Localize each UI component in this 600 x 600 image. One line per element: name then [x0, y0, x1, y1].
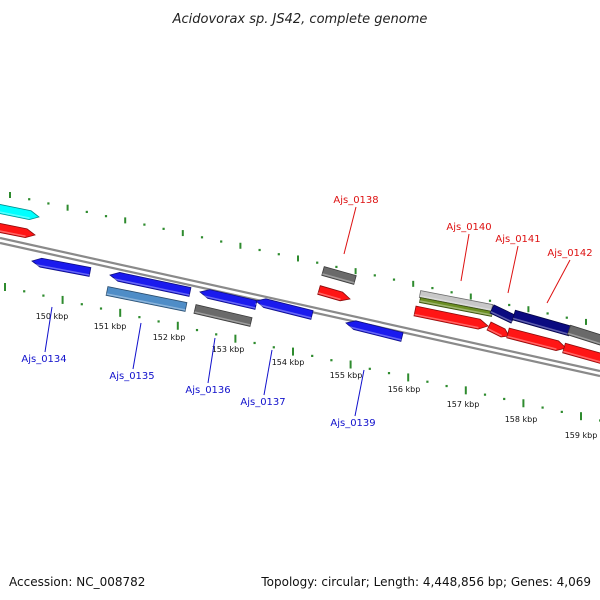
gene-arrow-highlight	[321, 273, 355, 284]
map-title: Acidovorax sp. JS42, complete genome	[172, 12, 428, 27]
scale-tick-label: 155 kbp	[330, 371, 363, 380]
scale-tick-label: 154 kbp	[272, 358, 305, 367]
gene-arrow[interactable]	[105, 286, 188, 312]
genome-stats-text: Topology: circular; Length: 4,448,856 bp…	[260, 575, 591, 589]
forward-gene-label[interactable]: Ajs_0138	[333, 195, 378, 206]
gene-arrow-highlight	[567, 332, 600, 345]
label-layer: 150 kbp 151 kbp 152 kbp 153 kbp 154 kbp 155 k…	[21, 195, 597, 440]
scale-tick-label: 150 kbp	[36, 312, 69, 321]
tick-layer	[4, 192, 600, 422]
gene-arrow-highlight	[106, 293, 186, 311]
reverse-gene-label[interactable]: Ajs_0136	[185, 385, 230, 396]
reverse-gene-label[interactable]: Ajs_0137	[240, 397, 285, 408]
forward-gene-label[interactable]: Ajs_0140	[446, 222, 491, 233]
gene-arrow[interactable]	[562, 342, 600, 366]
gene-arrow[interactable]	[345, 320, 404, 342]
gene-arrow[interactable]	[109, 272, 192, 297]
gene-arrow[interactable]	[0, 222, 36, 239]
gene-arrow-highlight	[419, 300, 492, 316]
gene-arrow-highlight	[512, 317, 570, 336]
gene-label-leader	[132, 322, 142, 370]
gene-arrow-highlight	[255, 303, 312, 319]
gene-arrow-highlight	[506, 335, 557, 350]
gene-arrow-highlight	[0, 211, 30, 219]
gene-label-leader	[263, 349, 273, 396]
gene-arrow[interactable]	[193, 304, 253, 327]
gene-label-leader	[546, 259, 571, 304]
gene-arrow-highlight	[487, 328, 502, 337]
gene-arrow-highlight	[490, 311, 513, 323]
gene-arrow-highlight	[194, 311, 251, 326]
gene-arrow[interactable]	[199, 289, 258, 310]
scale-tick-label: 151 kbp	[94, 322, 127, 331]
gene-arrow-highlight	[419, 295, 492, 311]
gene-arrow[interactable]	[317, 285, 351, 302]
gene-arrow-highlight	[414, 313, 479, 329]
scale-tick-label: 156 kbp	[388, 385, 421, 394]
gene-arrow-highlight	[199, 294, 256, 309]
gene-arrow-highlight	[562, 350, 600, 363]
scale-tick-label: 153 kbp	[212, 345, 245, 354]
gene-layer	[0, 203, 600, 366]
scale-tick-label: 158 kbp	[505, 415, 538, 424]
gene-arrow[interactable]	[566, 324, 600, 348]
reverse-gene-label[interactable]: Ajs_0134	[21, 354, 66, 365]
forward-gene-label[interactable]: Ajs_0141	[495, 234, 540, 245]
gene-label-leader	[460, 233, 470, 282]
reverse-gene-label[interactable]: Ajs_0135	[109, 371, 154, 382]
gene-arrow-highlight	[31, 263, 90, 276]
scale-tick-label: 159 kbp	[565, 431, 598, 440]
gene-label-leader	[207, 337, 216, 384]
scale-tick-label: 157 kbp	[447, 400, 480, 409]
gene-arrow[interactable]	[255, 298, 314, 320]
gene-label-leader	[507, 245, 519, 294]
gene-arrow-highlight	[109, 277, 190, 296]
gene-arrow-highlight	[345, 325, 402, 341]
gene-arrow-highlight	[0, 230, 26, 237]
gene-label-leader	[343, 206, 357, 255]
gene-arrow[interactable]	[321, 266, 357, 285]
reverse-gene-label[interactable]: Ajs_0139	[330, 418, 375, 429]
forward-gene-label[interactable]: Ajs_0142	[547, 248, 592, 259]
accession-text: Accession: NC_008782	[9, 575, 145, 589]
gene-arrow[interactable]	[506, 327, 567, 352]
scale-tick-label: 152 kbp	[153, 333, 186, 342]
gene-arrow[interactable]	[486, 321, 510, 338]
gene-label-leader	[354, 369, 365, 417]
gene-arrow[interactable]	[0, 203, 40, 221]
gene-arrow[interactable]	[31, 257, 92, 277]
gene-arrow-highlight	[317, 292, 341, 301]
backbone-line-outer	[0, 236, 600, 373]
gene-label-leader	[44, 306, 53, 353]
gene-arrow[interactable]	[413, 305, 489, 330]
